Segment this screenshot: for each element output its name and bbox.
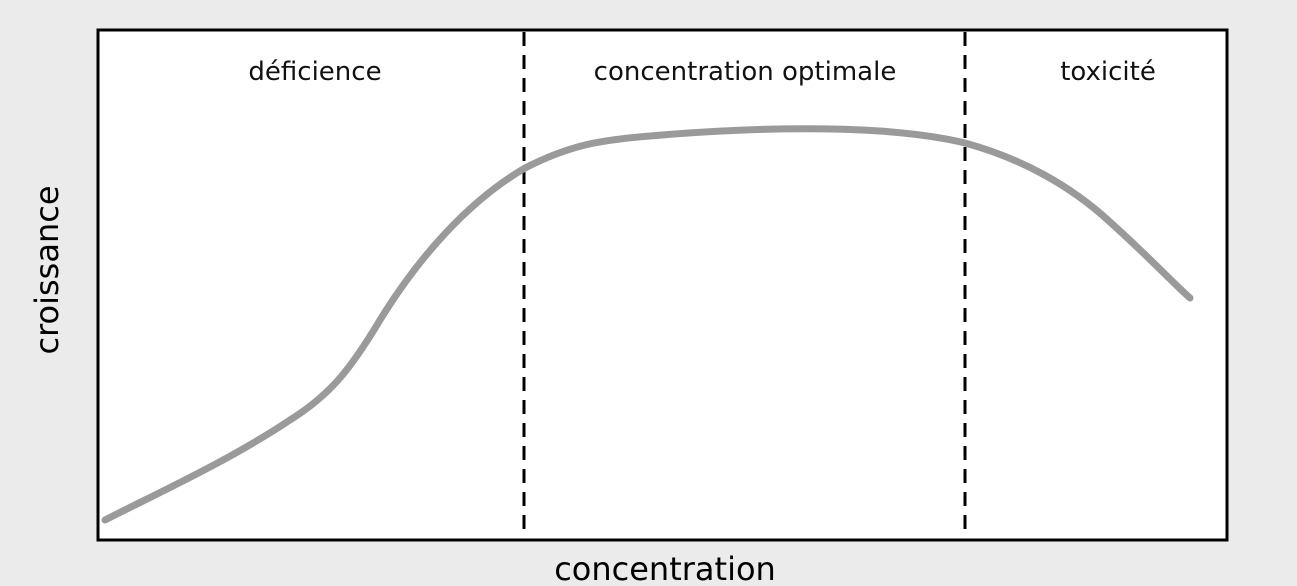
y-axis-label: croissance	[28, 185, 66, 354]
region-label: déficience	[248, 57, 381, 87]
x-axis-label: concentration	[554, 550, 776, 586]
growth-curve	[101, 125, 1194, 524]
region-label: concentration optimale	[594, 57, 897, 87]
plot-frame	[96, 28, 1229, 542]
region-label: toxicité	[1060, 57, 1156, 87]
